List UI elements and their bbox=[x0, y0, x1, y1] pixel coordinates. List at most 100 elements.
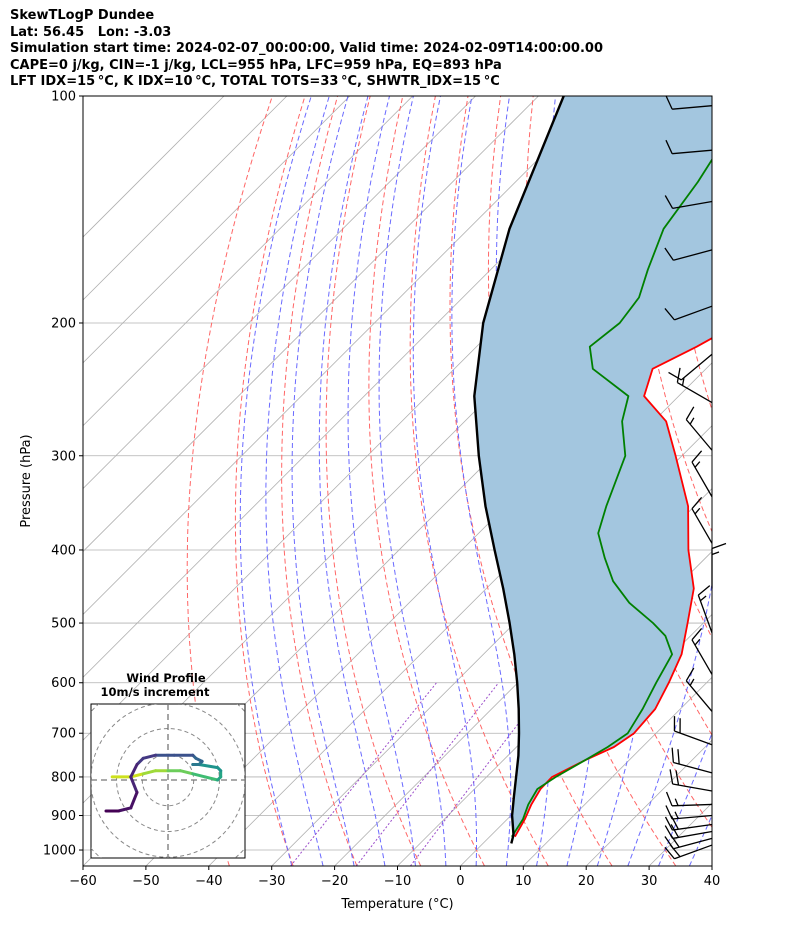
hodograph-segment bbox=[197, 763, 220, 770]
y-tick-label: 500 bbox=[51, 617, 76, 632]
profile-layer bbox=[473, 96, 712, 844]
dry-adiabat bbox=[281, 96, 358, 866]
dry-adiabat bbox=[325, 96, 422, 866]
x-tick-label: −20 bbox=[321, 874, 348, 889]
wind-barb bbox=[664, 247, 713, 261]
x-tick-label: −60 bbox=[69, 874, 96, 889]
dry-adiabat bbox=[449, 96, 613, 866]
moist-adiabat bbox=[318, 96, 386, 866]
x-tick-label: −30 bbox=[258, 874, 285, 889]
wind-barb-shaft bbox=[669, 769, 713, 792]
hodograph-segment bbox=[141, 753, 158, 760]
cape-line: CAPE=0 j/kg, CIN=-1 j/kg, LCL=955 hPa, L… bbox=[10, 57, 502, 73]
y-tick-label: 300 bbox=[51, 449, 76, 464]
x-axis-label: Temperature (°C) bbox=[340, 897, 453, 912]
hodograph-segment bbox=[203, 775, 220, 782]
wind-barb bbox=[665, 791, 713, 807]
y-tick-label: 800 bbox=[51, 770, 76, 785]
hodograph-segment bbox=[129, 775, 139, 794]
wind-barb-shaft bbox=[664, 815, 713, 831]
y-tick-label: 200 bbox=[51, 316, 76, 331]
y-axis-label: Pressure (hPa) bbox=[19, 434, 34, 527]
dewpoint-profile bbox=[511, 157, 712, 838]
x-tick-label: −10 bbox=[384, 874, 411, 889]
hodograph-segment bbox=[141, 769, 158, 776]
wind-barb-shaft bbox=[665, 139, 713, 155]
x-tick-label: −50 bbox=[132, 874, 159, 889]
wind-barb-shaft bbox=[665, 791, 713, 807]
moist-adiabat bbox=[412, 96, 477, 866]
location-line: Lat: 56.45 Lon: -3.03 bbox=[10, 24, 172, 40]
wind-barb bbox=[676, 367, 713, 404]
hodograph-segment bbox=[129, 790, 139, 810]
hodograph-segment bbox=[178, 769, 195, 776]
wind-barb-shaft bbox=[673, 716, 713, 746]
wind-barb-layer bbox=[664, 95, 727, 860]
wind-barb-shaft bbox=[671, 747, 713, 774]
x-tick-label: 20 bbox=[578, 874, 595, 889]
wind-barb bbox=[664, 195, 713, 210]
wind-barb-shaft bbox=[685, 667, 713, 712]
wind-barb bbox=[668, 353, 713, 381]
dry-adiabat bbox=[761, 96, 794, 866]
dry-adiabat bbox=[234, 96, 306, 866]
wind-barb-shaft bbox=[664, 305, 713, 321]
wind-barb-shaft bbox=[664, 824, 713, 840]
y-tick-label: 400 bbox=[51, 543, 76, 558]
hodograph-segment bbox=[129, 763, 139, 779]
hodograph-segment bbox=[129, 772, 145, 779]
x-tick-label: 0 bbox=[456, 874, 464, 889]
wind-barb bbox=[691, 450, 713, 498]
wind-barb bbox=[671, 747, 713, 774]
index-line: LFT IDX=15 °C, K IDX=10 °C, TOTAL TOTS=3… bbox=[10, 74, 500, 89]
wind-barb bbox=[664, 815, 713, 831]
isotherm-line bbox=[83, 96, 351, 364]
x-tick-label: 40 bbox=[704, 874, 721, 889]
isotherm-line bbox=[83, 96, 539, 553]
moist-adiabat bbox=[347, 96, 416, 866]
wind-barb bbox=[697, 585, 713, 633]
moist-adiabat bbox=[627, 96, 712, 866]
moist-adiabat bbox=[658, 731, 712, 866]
isotherm-line bbox=[775, 96, 794, 866]
wind-barb bbox=[665, 139, 713, 155]
moist-adiabat bbox=[239, 96, 312, 866]
dry-adiabat bbox=[186, 96, 273, 866]
wind-barb bbox=[685, 667, 713, 712]
wind-barb-shaft bbox=[668, 353, 713, 381]
temperature-profile bbox=[514, 337, 712, 838]
wind-barb-shaft bbox=[685, 406, 713, 451]
chart-header: SkewTLogP Dundee Lat: 56.45 Lon: -3.03 S… bbox=[10, 8, 603, 91]
moist-adiabat bbox=[265, 96, 330, 866]
chart-title: SkewTLogP Dundee bbox=[10, 8, 155, 23]
isotherm-line bbox=[83, 96, 413, 427]
dry-adiabat bbox=[368, 96, 485, 866]
cape-shade-layer bbox=[474, 96, 712, 835]
wind-barb bbox=[665, 805, 713, 820]
moist-adiabat bbox=[378, 96, 447, 866]
x-tick-label: −40 bbox=[195, 874, 222, 889]
dry-adiabat bbox=[729, 96, 794, 866]
wind-barb-shaft bbox=[697, 585, 713, 633]
hodograph-title: Wind Profile bbox=[126, 671, 206, 685]
wind-barb-shaft bbox=[664, 195, 713, 210]
wind-barb bbox=[664, 305, 713, 321]
mixing-ratio-line bbox=[290, 682, 437, 866]
hodograph-segment bbox=[116, 806, 133, 813]
isotherm-line bbox=[83, 96, 602, 615]
simulation-time-line: Simulation start time: 2024-02-07_00:00:… bbox=[10, 41, 603, 56]
hodograph-plot bbox=[91, 704, 245, 858]
y-tick-label: 1000 bbox=[43, 844, 76, 859]
parcel-profile bbox=[473, 96, 565, 844]
wind-barb-shaft bbox=[665, 95, 713, 110]
wind-barb-shaft bbox=[664, 247, 713, 261]
cin-shaded-area bbox=[474, 96, 712, 835]
wind-barb bbox=[711, 542, 727, 589]
wind-barb-shaft bbox=[676, 367, 713, 404]
isotherm-line bbox=[711, 865, 712, 866]
y-tick-label: 700 bbox=[51, 727, 76, 742]
wind-barb-shaft bbox=[691, 496, 713, 544]
wind-barb-shaft bbox=[711, 542, 727, 589]
